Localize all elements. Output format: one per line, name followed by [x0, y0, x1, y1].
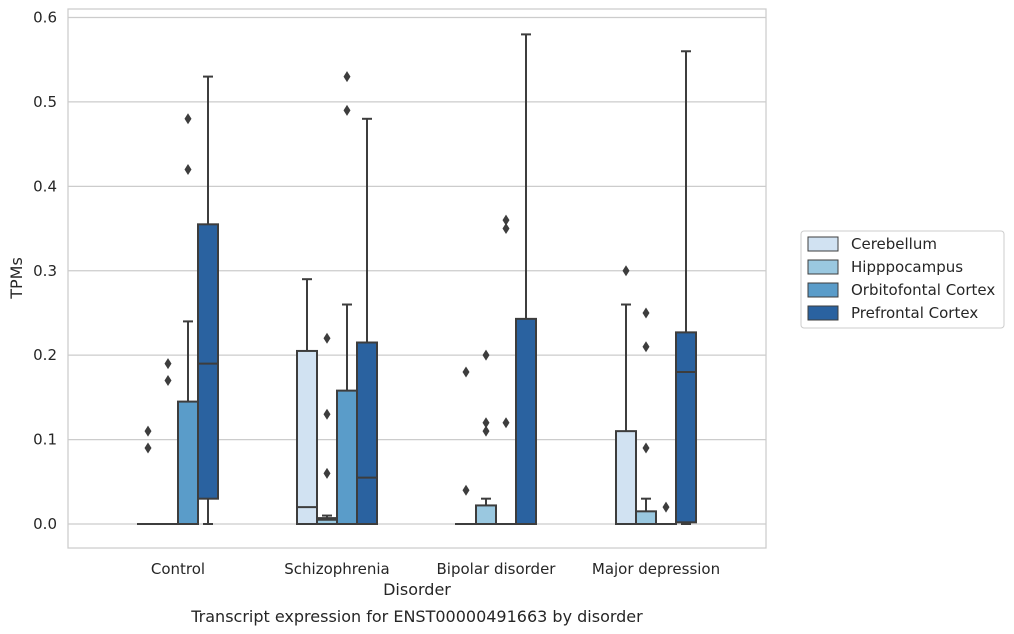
outlier-point: [642, 341, 650, 353]
box-rect: [336, 389, 358, 525]
outlier-point: [462, 484, 470, 496]
legend-item: Hipppocampus: [807, 258, 963, 276]
legend-frame: [800, 230, 1005, 329]
box-rect: [356, 341, 378, 526]
legend-item: Prefrontal Cortex: [807, 304, 978, 322]
box: [137, 425, 159, 526]
x-tick-label: Control: [151, 560, 205, 578]
outlier-point: [323, 408, 331, 420]
outlier-point: [184, 113, 192, 125]
y-tick-label: 0.4: [33, 177, 57, 195]
legend-swatch: [807, 259, 839, 275]
series-prefrontal-cortex: [197, 33, 697, 526]
y-axis-label: TPMs: [7, 257, 26, 300]
box-rect: [296, 349, 318, 525]
box: [336, 71, 358, 525]
box-rect: [515, 317, 537, 525]
outlier-point: [184, 163, 192, 175]
box: [475, 349, 497, 526]
legend-swatch: [807, 282, 839, 298]
box: [635, 307, 657, 525]
y-tick-label: 0.0: [33, 515, 57, 533]
y-tick-label: 0.5: [33, 93, 57, 111]
outlier-point: [622, 265, 630, 277]
series-cerebellum: [137, 265, 637, 526]
legend-label: Hipppocampus: [851, 258, 963, 276]
outlier-point: [482, 425, 490, 437]
outlier-point: [462, 366, 470, 378]
outlier-point: [662, 501, 670, 513]
outlier-point: [144, 425, 152, 437]
box-rect: [675, 331, 697, 524]
grid-lines: [68, 16, 766, 525]
box-rect: [635, 510, 657, 525]
legend-label: Orbitofontal Cortex: [851, 281, 995, 299]
legend-label: Prefrontal Cortex: [851, 304, 978, 322]
chart-caption: Transcript expression for ENST0000049166…: [190, 607, 643, 626]
outlier-point: [323, 332, 331, 344]
box: [615, 265, 637, 525]
x-tick-label: Schizophrenia: [284, 560, 389, 578]
box-series: [137, 33, 697, 526]
y-axis-ticks: 0.0 0.1 0.2 0.3 0.4 0.5 0.6: [33, 9, 57, 534]
legend-label: Cerebellum: [851, 235, 937, 253]
outlier-point: [482, 349, 490, 361]
box: [296, 278, 318, 525]
outlier-point: [642, 307, 650, 319]
y-tick-label: 0.3: [33, 262, 57, 280]
box: [356, 117, 378, 526]
box-rect: [197, 223, 219, 500]
y-tick-label: 0.1: [33, 431, 57, 449]
x-axis-label: Disorder: [383, 580, 451, 599]
legend: Cerebellum Hipppocampus Orbitofontal Corte…: [800, 230, 1005, 329]
outlier-point: [482, 417, 490, 429]
x-tick-label: Major depression: [592, 560, 720, 578]
series-hipppocampus: [157, 307, 657, 526]
outlier-point: [343, 104, 351, 116]
outlier-point: [502, 417, 510, 429]
y-tick-label: 0.2: [33, 346, 57, 364]
outlier-point: [144, 442, 152, 454]
box: [157, 358, 179, 526]
box-rect: [475, 504, 497, 526]
outlier-point: [502, 214, 510, 226]
y-tick-label: 0.6: [33, 9, 57, 27]
box: [197, 75, 219, 525]
outlier-point: [642, 442, 650, 454]
box: [316, 332, 338, 525]
legend-swatch: [807, 305, 839, 321]
x-axis-ticks: Control Schizophrenia Bipolar disorder Majo…: [151, 560, 720, 578]
outlier-point: [323, 467, 331, 479]
box: [655, 501, 677, 526]
legend-item: Cerebellum: [807, 235, 937, 253]
series-orbitofontal-cortex: [177, 71, 677, 526]
box: [495, 214, 517, 526]
box: [675, 50, 697, 525]
legend-item: Orbitofontal Cortex: [807, 281, 995, 299]
outlier-point: [164, 358, 172, 370]
x-tick-label: Bipolar disorder: [437, 560, 557, 578]
outlier-point: [502, 223, 510, 235]
box: [515, 33, 537, 525]
outlier-point: [164, 374, 172, 386]
box-rect: [177, 400, 199, 525]
box: [455, 366, 477, 526]
legend-swatch: [807, 236, 839, 252]
plot-frame: [67, 8, 767, 549]
box-rect: [615, 430, 637, 525]
box: [177, 113, 199, 525]
outlier-point: [343, 71, 351, 83]
